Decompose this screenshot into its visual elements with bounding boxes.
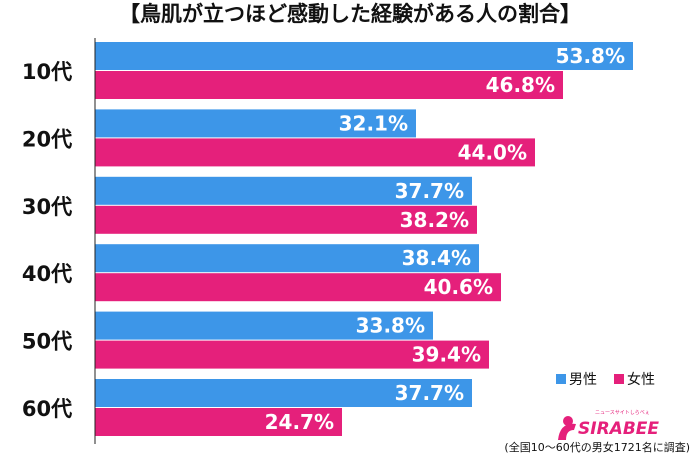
bar-female [95,340,489,369]
category-label: 20代 [22,127,72,151]
category-label: 10代 [22,60,72,84]
bar-value-label: 38.4% [402,246,471,270]
category-label: 40代 [22,262,72,286]
chart-title: 【鳥肌が立つほど感動した経験がある人の割合】 [119,2,581,26]
bar-male [95,379,472,407]
bar-value-label: 40.6% [424,275,493,299]
logo-wordmark: SIRABEE [578,419,659,439]
bar-value-label: 32.1% [339,111,408,135]
category-labels: 10代 20代 30代 40代 50代 60代 [22,60,72,421]
category-label: 60代 [22,397,72,421]
bars [95,42,633,436]
bar-female [95,71,563,99]
category-label: 50代 [22,330,72,354]
bar-value-labels: 53.8%46.8% 32.1% 44.0% 37.7% 38.2% 38.4% 40.6%… [265,44,625,434]
category-label: 30代 [22,195,72,219]
bar-value-label: 38.2% [400,208,469,232]
legend-label-male: 男性 [569,372,597,388]
bar-value-label: 39.4% [412,343,481,367]
bar-male [95,176,472,205]
legend-swatch-male [556,374,566,384]
bar-value-label: 24.7% [265,410,334,434]
bar-value-label: 37.7% [395,179,464,203]
bar-value-label: 53.8% [556,44,625,68]
legend-swatch-female [614,374,624,384]
bar-value-label: 44.0% [458,140,527,164]
logo-swoosh-icon [558,423,576,440]
legend-label-female: 女性 [627,371,655,388]
bar-male [95,244,479,273]
logo-dot-icon [563,416,573,426]
bar-male [95,311,433,340]
bar-female [95,273,501,302]
bar-female [95,205,477,234]
bar-male [95,109,416,138]
sirabee-logo: ニュースサイトしらべぇ SIRABEE [558,410,659,440]
bar-value-label: 46.8% [486,73,555,97]
survey-note: (全国10〜60代の男女1721名に調査) [504,440,690,454]
logo-tagline: ニュースサイトしらべぇ [595,410,650,416]
bar-value-label: 33.8% [356,314,425,338]
bar-male [95,42,633,70]
legend: 男性 女性 [556,371,655,388]
bar-value-label: 37.7% [395,381,464,405]
bar-female [95,138,535,167]
bar-female [95,408,342,436]
